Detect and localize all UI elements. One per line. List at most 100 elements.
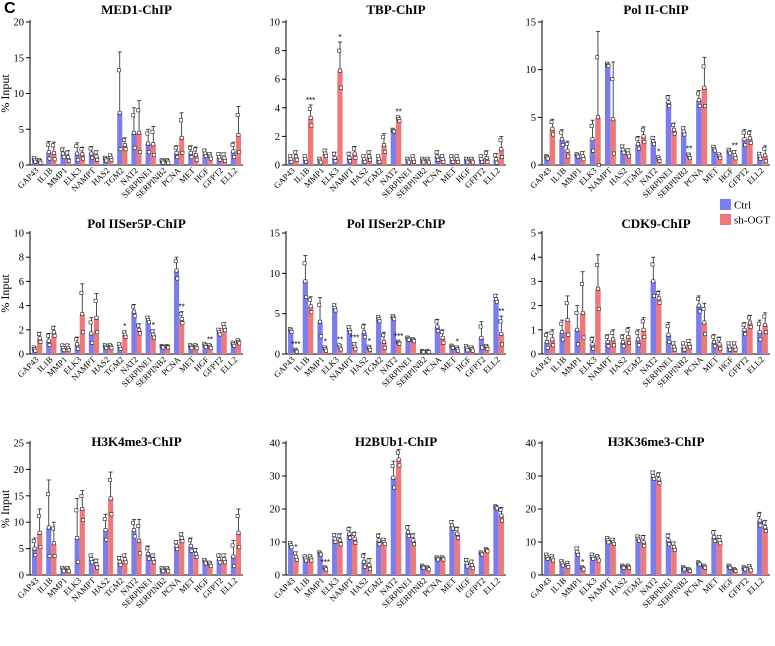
data-point <box>480 552 485 557</box>
data-point <box>499 147 504 152</box>
data-point <box>667 104 672 108</box>
data-point <box>107 478 112 482</box>
y-tick-label: 10 <box>270 269 281 280</box>
data-point <box>146 551 151 556</box>
data-point <box>236 133 241 137</box>
data-point <box>338 347 343 352</box>
chart-h3k36me3-chip: H3K36me3-ChIP010203040GAP43IL1B*MMP1ELK3… <box>526 434 770 610</box>
data-point <box>763 323 768 327</box>
data-point <box>743 567 748 572</box>
data-point <box>237 341 242 346</box>
data-point <box>718 156 723 161</box>
data-point <box>696 91 700 96</box>
data-point <box>636 343 641 348</box>
data-point <box>152 335 156 340</box>
data-point <box>406 160 411 165</box>
data-point <box>122 557 127 562</box>
data-point <box>671 541 676 546</box>
bar-sh-ogt <box>549 128 556 165</box>
data-point <box>566 565 571 569</box>
bar-ctrl <box>332 308 338 354</box>
significance-mark: ** <box>337 335 343 344</box>
data-point <box>391 475 396 480</box>
data-point <box>36 514 41 519</box>
data-point <box>347 155 352 160</box>
bar-ctrl <box>317 553 323 575</box>
data-point <box>136 108 141 113</box>
data-point <box>152 560 156 565</box>
data-point <box>596 163 601 167</box>
bar-sh-ogt <box>425 568 431 575</box>
bar-ctrl <box>741 568 748 575</box>
data-point <box>682 347 687 352</box>
data-point <box>560 143 565 147</box>
data-point <box>218 560 222 565</box>
y-tick-label: 10 <box>526 538 537 549</box>
bar-sh-ogt <box>122 144 128 165</box>
data-point <box>551 558 556 563</box>
data-point <box>33 553 38 557</box>
data-point <box>150 553 155 558</box>
data-point <box>484 155 489 160</box>
data-point <box>499 331 504 336</box>
data-point <box>612 151 616 156</box>
data-point <box>307 297 312 302</box>
data-point <box>235 113 240 117</box>
data-point <box>308 304 313 309</box>
data-point <box>166 160 171 165</box>
data-point <box>346 527 351 532</box>
data-point <box>75 536 80 540</box>
data-point <box>441 340 446 345</box>
data-point <box>576 552 580 557</box>
data-point <box>405 525 410 530</box>
data-point <box>377 159 382 164</box>
data-point <box>591 346 596 351</box>
data-point <box>627 565 632 570</box>
data-point <box>636 337 640 342</box>
data-point <box>596 115 600 120</box>
bar-sh-ogt <box>469 565 475 575</box>
data-point <box>132 309 136 314</box>
y-tick-label: 0 <box>19 350 24 361</box>
x-tick-label: ELL2 <box>481 165 502 186</box>
data-point <box>652 142 656 146</box>
data-point <box>382 542 387 546</box>
data-point <box>456 348 461 353</box>
bar-ctrl <box>230 344 236 354</box>
y-axis-label: % Input <box>0 274 12 313</box>
data-point <box>188 544 193 548</box>
data-point <box>368 347 373 352</box>
data-point <box>150 129 155 134</box>
data-point <box>194 555 199 559</box>
data-point <box>728 565 732 570</box>
bar-ctrl <box>741 329 748 354</box>
data-point <box>61 569 66 574</box>
data-point <box>203 561 208 566</box>
data-point <box>90 155 95 160</box>
data-point <box>702 85 707 90</box>
y-tick-label: 2 <box>531 301 536 312</box>
data-point <box>294 157 299 162</box>
data-point <box>131 113 136 118</box>
data-point <box>66 155 70 160</box>
data-point <box>493 293 498 298</box>
data-point <box>109 158 114 162</box>
data-point <box>348 159 353 164</box>
data-point <box>33 159 38 164</box>
data-point <box>123 147 128 152</box>
data-point <box>682 567 687 572</box>
bar-ctrl <box>60 153 66 165</box>
y-tick-label: 10 <box>526 65 537 76</box>
data-point <box>395 450 400 455</box>
y-tick-label: 20 <box>526 505 537 516</box>
data-point <box>434 319 439 324</box>
bar-ctrl <box>173 270 180 354</box>
bar-sh-ogt <box>595 558 601 575</box>
bar-ctrl <box>493 507 499 575</box>
data-point <box>174 268 179 273</box>
data-point <box>309 123 314 128</box>
y-tick-label: 0 <box>19 571 24 582</box>
data-point <box>757 518 762 523</box>
data-point <box>131 520 136 525</box>
bar-sh-ogt <box>221 327 227 354</box>
